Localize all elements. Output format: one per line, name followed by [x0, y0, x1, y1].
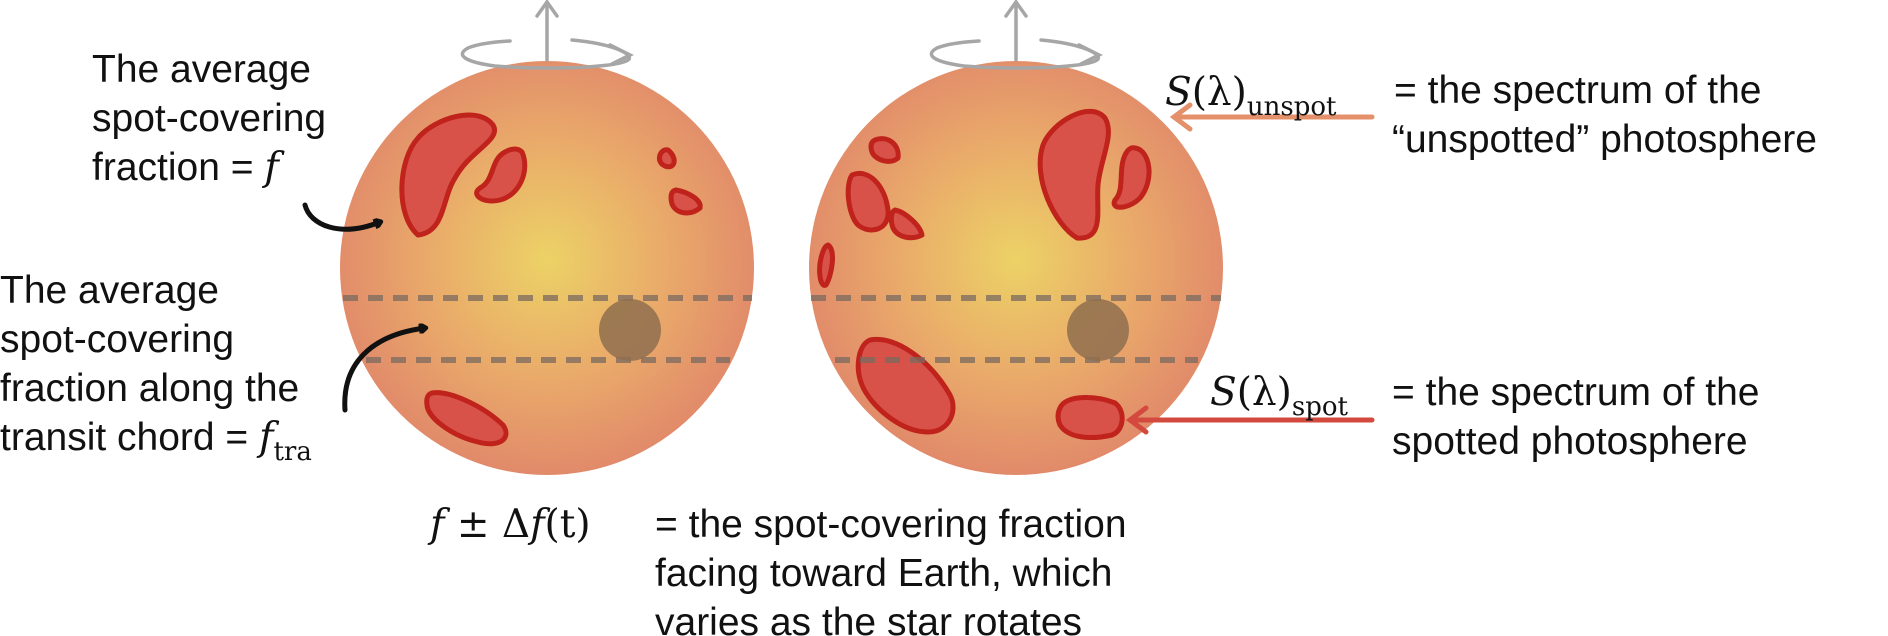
- arrow-to-spot: [302, 202, 380, 232]
- label-line: The average: [92, 48, 311, 91]
- spot: [474, 146, 528, 204]
- transiting-planet: [599, 299, 661, 361]
- rotation-axis-icon: [929, 0, 1103, 70]
- label-transit-fraction: The average spot-covering fraction along…: [0, 266, 312, 467]
- right-star-spots: [817, 109, 1152, 440]
- label-spot-text: = the spectrum of the spotted photospher…: [1392, 368, 1759, 466]
- label-line: fraction along the: [0, 367, 300, 410]
- math-subscript: spot: [1291, 392, 1348, 422]
- math-subscript: tra: [273, 437, 312, 467]
- spot: [1037, 109, 1111, 241]
- math-subscript: unspot: [1246, 92, 1337, 122]
- label-line: varies as the star rotates: [655, 601, 1083, 636]
- math-symbol: f: [430, 502, 445, 547]
- label-line: spotted photosphere: [1392, 420, 1748, 463]
- label-spot-symbol: S(λ)spot: [1210, 368, 1348, 422]
- spot: [888, 207, 925, 241]
- right-star: [809, 0, 1223, 475]
- label-line: = the spectrum of the: [1394, 69, 1762, 112]
- arrow-to-chord: [342, 328, 425, 413]
- math-argument: (λ): [1191, 70, 1247, 115]
- right-star-disk: [809, 61, 1223, 475]
- spot: [668, 187, 703, 216]
- left-star-spots: [399, 112, 703, 447]
- spot: [868, 136, 901, 164]
- label-line: = the spectrum of the: [1392, 371, 1760, 414]
- label-unspot-text: = the spectrum of the “unspotted” photos…: [1392, 66, 1817, 164]
- label-avg-fraction: The average spot-covering fraction = f: [92, 45, 326, 192]
- spot: [399, 112, 498, 238]
- math-symbol: f: [259, 415, 274, 460]
- label-text: transit chord =: [0, 416, 260, 459]
- label-line: transit chord = ftra: [0, 413, 312, 467]
- math-argument: (t): [544, 502, 591, 547]
- spot: [817, 242, 835, 288]
- arrow-unspot: [1169, 102, 1375, 132]
- label-line: “unspotted” photosphere: [1392, 118, 1817, 161]
- math-symbol: S: [1210, 370, 1237, 415]
- label-rotation-text: = the spot-covering fraction facing towa…: [655, 500, 1127, 636]
- rotation-axis-icon: [460, 0, 634, 70]
- left-star-disk: [340, 61, 754, 475]
- spot: [1111, 145, 1152, 210]
- math-symbol: f: [264, 145, 279, 190]
- math-symbol: S: [1165, 70, 1192, 115]
- math-argument: (λ): [1236, 370, 1292, 415]
- label-line: The average: [0, 269, 219, 312]
- label-text: fraction =: [92, 146, 265, 189]
- math-symbol: f: [530, 502, 545, 547]
- label-line: facing toward Earth, which: [655, 552, 1113, 595]
- transiting-planet: [1067, 299, 1129, 361]
- label-line: spot-covering: [92, 97, 327, 140]
- label-line: = the spot-covering fraction: [655, 503, 1127, 546]
- label-line: fraction = f: [92, 143, 326, 192]
- label-unspot-symbol: S(λ)unspot: [1165, 68, 1336, 122]
- arrow-spot: [1125, 405, 1375, 435]
- math-operator: ± Δ: [444, 502, 531, 547]
- spot: [656, 147, 677, 170]
- spot: [1055, 395, 1125, 440]
- spot: [845, 171, 891, 233]
- label-line: spot-covering: [0, 318, 235, 361]
- left-star: [340, 0, 754, 475]
- label-rotation-symbol: f ± Δf(t): [430, 500, 591, 549]
- spot: [424, 390, 509, 447]
